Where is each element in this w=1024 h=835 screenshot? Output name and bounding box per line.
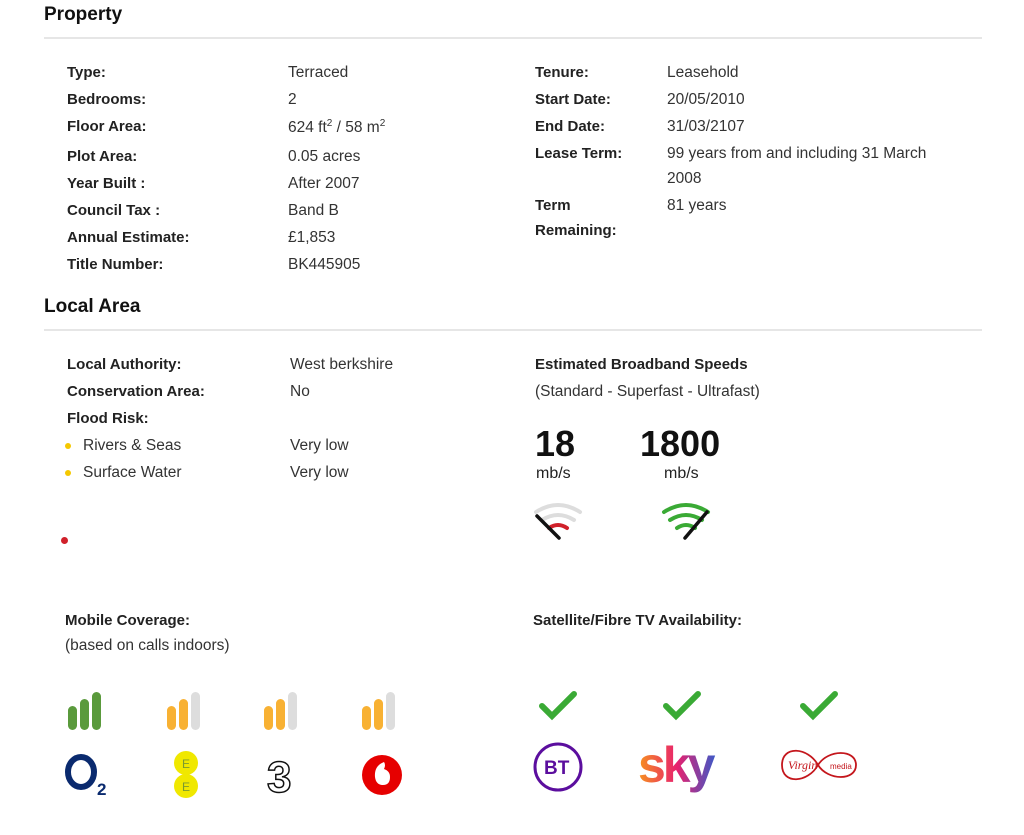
map-marker-dot [61, 537, 68, 544]
signal-bars-icon [264, 692, 297, 730]
local-authority-label: Local Authority: [67, 356, 182, 373]
vodafone-logo [362, 755, 402, 795]
sky-logo: sky [638, 738, 719, 793]
signal-bar [374, 699, 383, 730]
signal-bars-icon [362, 692, 395, 730]
signal-bar [288, 692, 297, 730]
signal-bar [264, 706, 273, 730]
annual-estimate-label: Annual Estimate: [67, 229, 190, 246]
signal-bar [80, 699, 89, 730]
mobile-coverage-title: Mobile Coverage: [65, 612, 191, 629]
ee-logo: EE [174, 751, 198, 798]
signal-bar [92, 692, 101, 730]
plot-area-value: 0.05 acres [288, 148, 361, 165]
signal-bar [386, 692, 395, 730]
check-icon [539, 691, 577, 721]
bedrooms-value: 2 [288, 91, 297, 108]
year-built-value: After 2007 [288, 175, 360, 192]
flood-rivers-label: Rivers & Seas [65, 437, 181, 455]
svg-text:BT: BT [544, 758, 570, 779]
check-icon [663, 691, 701, 721]
svg-text:media: media [830, 762, 852, 771]
year-built-label: Year Built : [67, 175, 146, 192]
start-date-value: 20/05/2010 [667, 91, 745, 108]
start-date-label: Start Date: [535, 91, 611, 108]
end-date-label: End Date: [535, 118, 606, 135]
floor-area-value: 624 ft2 / 58 m2 [288, 118, 386, 137]
standard-speed-value: 18 [535, 423, 576, 464]
council-tax-value: Band B [288, 202, 339, 219]
tenure-value: Leasehold [667, 64, 739, 81]
standard-speed-unit: mb/s [536, 465, 571, 482]
signal-bar [167, 706, 176, 730]
ultrafast-speed-value: 1800 [640, 423, 721, 464]
svg-text:2: 2 [97, 780, 106, 798]
signal-bar [179, 699, 188, 730]
svg-text:Virgin: Virgin [788, 758, 817, 772]
divider [44, 329, 982, 331]
svg-text:E: E [182, 757, 190, 771]
divider [44, 37, 982, 39]
broadband-title: Estimated Broadband Speeds [535, 356, 748, 373]
signal-bar [362, 706, 371, 730]
annual-estimate-value: £1,853 [288, 229, 336, 246]
ultrafast-speed-unit: mb/s [664, 465, 699, 482]
signal-bar [276, 699, 285, 730]
term-remaining-label: Term Remaining: [535, 197, 617, 239]
signal-bar [191, 692, 200, 730]
flood-surface-label: Surface Water [65, 464, 182, 482]
floor-area-label: Floor Area: [67, 118, 147, 135]
term-remaining-value: 81 years [667, 197, 727, 214]
tenure-label: Tenure: [535, 64, 589, 81]
virgin-media-logo: Virgin media [781, 749, 857, 781]
conservation-area-label: Conservation Area: [67, 383, 205, 400]
property-title: Property [44, 4, 123, 25]
type-label: Type: [67, 64, 106, 81]
title-number-label: Title Number: [67, 256, 164, 273]
council-tax-label: Council Tax : [67, 202, 161, 219]
plot-area-label: Plot Area: [67, 148, 138, 165]
three-logo: 3 [266, 752, 292, 798]
check-icon [800, 691, 838, 721]
mobile-coverage-subtitle: (based on calls indoors) [65, 637, 230, 654]
flood-rivers-value: Very low [290, 437, 349, 454]
svg-text:3: 3 [267, 753, 291, 798]
local-authority-value: West berkshire [290, 356, 394, 373]
lease-term-label: Lease Term: [535, 145, 623, 162]
bedrooms-label: Bedrooms: [67, 91, 147, 108]
signal-bar [68, 706, 77, 730]
broadband-subtitle: (Standard - Superfast - Ultrafast) [535, 383, 760, 400]
o2-logo: 2 [65, 754, 106, 798]
lease-term-value: 99 years from and including 31 March 200… [667, 145, 927, 187]
tv-availability-title: Satellite/Fibre TV Availability: [533, 612, 742, 629]
svg-text:E: E [182, 780, 190, 794]
bt-logo: BT [533, 742, 583, 792]
speed-gauge-high-icon [662, 503, 710, 540]
conservation-area-value: No [290, 383, 310, 400]
local-area-title: Local Area [44, 296, 141, 317]
svg-text:sky: sky [638, 738, 716, 793]
end-date-value: 31/03/2107 [667, 118, 745, 135]
speed-gauge-low-icon [534, 503, 582, 540]
title-number-value: BK445905 [288, 256, 361, 273]
signal-bars-icon [68, 692, 101, 730]
flood-surface-value: Very low [290, 464, 349, 481]
signal-bars-icon [167, 692, 200, 730]
flood-risk-label: Flood Risk: [67, 410, 149, 427]
type-value: Terraced [288, 64, 349, 81]
